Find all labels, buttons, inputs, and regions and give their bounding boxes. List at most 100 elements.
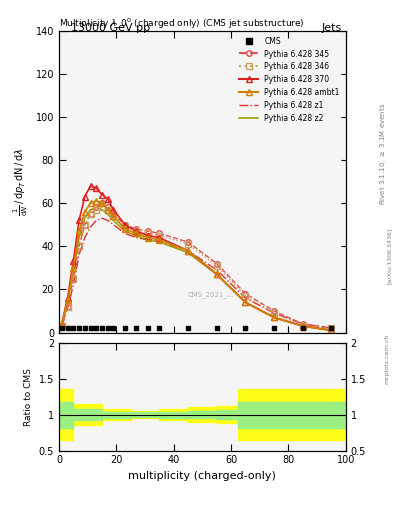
Pythia 6.428 370: [123, 222, 127, 228]
Pythia 6.428 z1: [145, 237, 150, 243]
Pythia 6.428 z1: [94, 218, 99, 224]
Pythia 6.428 346: [215, 263, 219, 269]
Line: Pythia 6.428 z2: Pythia 6.428 z2: [62, 207, 332, 330]
Line: Pythia 6.428 z1: Pythia 6.428 z1: [62, 218, 332, 328]
Pythia 6.428 345: [157, 230, 162, 237]
CMS: [105, 325, 110, 331]
Pythia 6.428 z1: [243, 295, 248, 301]
Pythia 6.428 346: [272, 310, 277, 316]
CMS: [111, 325, 116, 331]
Pythia 6.428 370: [59, 321, 64, 327]
Pythia 6.428 ambt1: [83, 209, 87, 215]
Pythia 6.428 z1: [88, 224, 93, 230]
Pythia 6.428 z2: [105, 211, 110, 217]
Pythia 6.428 370: [329, 327, 334, 333]
Pythia 6.428 z2: [215, 271, 219, 278]
Pythia 6.428 z1: [100, 215, 105, 221]
Pythia 6.428 346: [123, 224, 127, 230]
Pythia 6.428 346: [100, 204, 105, 210]
Pythia 6.428 345: [243, 291, 248, 297]
Pythia 6.428 ambt1: [186, 247, 191, 253]
Pythia 6.428 346: [71, 275, 75, 282]
Pythia 6.428 z1: [59, 323, 64, 329]
Text: Multiplicity $\lambda\_0^0$ (charged only) (CMS jet substructure): Multiplicity $\lambda\_0^0$ (charged onl…: [59, 16, 305, 31]
Pythia 6.428 z2: [243, 300, 248, 306]
Pythia 6.428 z2: [94, 204, 99, 210]
Line: Pythia 6.428 345: Pythia 6.428 345: [59, 200, 334, 331]
Pythia 6.428 370: [272, 314, 277, 321]
Pythia 6.428 ambt1: [65, 297, 70, 303]
Text: mcplots.cern.ch: mcplots.cern.ch: [385, 333, 389, 383]
Pythia 6.428 z2: [88, 206, 93, 212]
Text: [arXiv:1306.3436]: [arXiv:1306.3436]: [387, 228, 391, 284]
Pythia 6.428 345: [111, 211, 116, 217]
Pythia 6.428 ambt1: [105, 206, 110, 212]
Pythia 6.428 345: [186, 239, 191, 245]
Pythia 6.428 ambt1: [243, 300, 248, 306]
Pythia 6.428 370: [105, 196, 110, 202]
Pythia 6.428 345: [105, 204, 110, 210]
Pythia 6.428 z1: [123, 230, 127, 237]
Pythia 6.428 370: [94, 185, 99, 191]
Line: Pythia 6.428 370: Pythia 6.428 370: [59, 183, 334, 333]
CMS: [88, 325, 93, 331]
Pythia 6.428 z1: [157, 239, 162, 245]
Pythia 6.428 ambt1: [145, 234, 150, 241]
Pythia 6.428 346: [94, 206, 99, 212]
Pythia 6.428 z1: [134, 234, 139, 241]
Pythia 6.428 345: [272, 308, 277, 314]
Pythia 6.428 345: [123, 222, 127, 228]
CMS: [186, 325, 191, 331]
Pythia 6.428 370: [134, 228, 139, 234]
Pythia 6.428 z2: [65, 300, 70, 306]
Pythia 6.428 345: [83, 222, 87, 228]
Pythia 6.428 ambt1: [59, 321, 64, 327]
Pythia 6.428 z2: [145, 237, 150, 243]
Legend: CMS, Pythia 6.428 345, Pythia 6.428 346, Pythia 6.428 370, Pythia 6.428 ambt1, P: CMS, Pythia 6.428 345, Pythia 6.428 346,…: [237, 34, 342, 125]
Pythia 6.428 346: [59, 323, 64, 329]
Pythia 6.428 ambt1: [88, 200, 93, 206]
Pythia 6.428 z1: [301, 321, 305, 327]
Pythia 6.428 345: [94, 204, 99, 210]
Pythia 6.428 345: [100, 200, 105, 206]
Pythia 6.428 346: [134, 228, 139, 234]
Pythia 6.428 ambt1: [77, 228, 81, 234]
Pythia 6.428 346: [186, 241, 191, 247]
Pythia 6.428 z1: [215, 267, 219, 273]
Pythia 6.428 370: [83, 194, 87, 200]
Pythia 6.428 346: [65, 304, 70, 310]
Pythia 6.428 346: [329, 325, 334, 331]
CMS: [100, 325, 105, 331]
Pythia 6.428 z1: [83, 234, 87, 241]
CMS: [243, 325, 248, 331]
Pythia 6.428 370: [157, 234, 162, 241]
CMS: [94, 325, 99, 331]
Pythia 6.428 ambt1: [329, 327, 334, 333]
Pythia 6.428 370: [243, 300, 248, 306]
CMS: [65, 325, 70, 331]
Pythia 6.428 345: [134, 226, 139, 232]
Pythia 6.428 345: [77, 243, 81, 249]
Pythia 6.428 345: [215, 261, 219, 267]
Line: Pythia 6.428 346: Pythia 6.428 346: [59, 205, 334, 331]
Pythia 6.428 z2: [272, 314, 277, 321]
CMS: [134, 325, 139, 331]
Text: Jets: Jets: [321, 23, 342, 33]
Pythia 6.428 z1: [65, 306, 70, 312]
Pythia 6.428 370: [215, 271, 219, 278]
Pythia 6.428 z2: [123, 228, 127, 234]
Pythia 6.428 370: [88, 183, 93, 189]
Pythia 6.428 ambt1: [301, 323, 305, 329]
Pythia 6.428 345: [329, 325, 334, 331]
Pythia 6.428 346: [83, 222, 87, 228]
Pythia 6.428 z2: [186, 250, 191, 256]
Pythia 6.428 z1: [272, 310, 277, 316]
CMS: [272, 325, 277, 331]
Pythia 6.428 370: [111, 206, 116, 212]
CMS: [59, 325, 64, 331]
Pythia 6.428 370: [186, 247, 191, 253]
Pythia 6.428 z2: [100, 206, 105, 212]
Pythia 6.428 z1: [111, 222, 116, 228]
Pythia 6.428 z2: [71, 269, 75, 275]
CMS: [123, 325, 127, 331]
